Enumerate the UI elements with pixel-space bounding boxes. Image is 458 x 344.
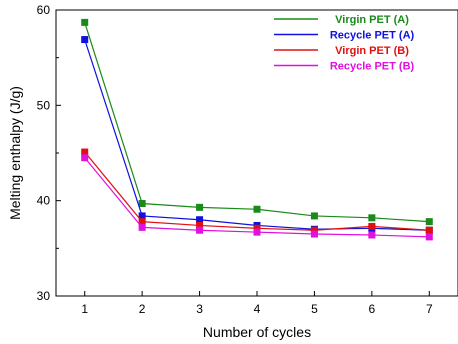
- data-point: [138, 223, 146, 231]
- legend-item: Recycle PET (B): [274, 61, 415, 73]
- data-point: [310, 230, 318, 238]
- x-tick-label: 3: [196, 302, 203, 316]
- data-point: [310, 226, 318, 234]
- y-tick-label: 30: [37, 289, 51, 303]
- data-point: [368, 222, 376, 230]
- x-axis-label: Number of cycles: [203, 324, 311, 340]
- data-point: [368, 214, 376, 222]
- data-point: [81, 154, 89, 162]
- data-point: [425, 218, 433, 226]
- legend-label: Virgin PET (A): [335, 14, 409, 26]
- y-tick-label: 40: [37, 194, 51, 208]
- data-point: [310, 212, 318, 220]
- x-tick-label: 7: [426, 302, 433, 316]
- data-point: [253, 228, 261, 236]
- legend-label: Recycle PET (B): [330, 61, 415, 73]
- x-tick-label: 5: [311, 302, 318, 316]
- data-point: [196, 216, 204, 224]
- series-3: [81, 148, 433, 234]
- data-point: [196, 221, 204, 229]
- data-point: [253, 224, 261, 232]
- data-point: [81, 148, 89, 156]
- y-tick-label: 60: [37, 3, 51, 17]
- data-point: [138, 200, 146, 208]
- legend-label: Recycle PET (A): [330, 30, 415, 42]
- x-tick-label: 6: [369, 302, 376, 316]
- legend-item: Virgin PET (A): [274, 14, 409, 26]
- data-point: [425, 226, 433, 234]
- data-point: [81, 18, 89, 26]
- legend-item: Virgin PET (B): [274, 45, 409, 57]
- data-point: [368, 231, 376, 239]
- data-point: [196, 203, 204, 211]
- series-1: [81, 18, 433, 226]
- axis-ticks: 1 2 3 4 5 6 7 30 40 50 60: [37, 3, 433, 316]
- x-tick-label: 1: [81, 302, 88, 316]
- data-point: [138, 218, 146, 226]
- y-axis-label: Melting enthalpy (J/g): [7, 86, 23, 220]
- data-point: [425, 233, 433, 241]
- y-tick-label: 50: [37, 98, 51, 112]
- x-tick-label: 2: [139, 302, 146, 316]
- x-tick-label: 4: [254, 302, 261, 316]
- series-layer: [81, 18, 433, 241]
- data-point: [196, 226, 204, 234]
- data-point: [81, 36, 89, 44]
- data-point: [253, 205, 261, 213]
- data-point: [138, 212, 146, 220]
- legend-label: Virgin PET (B): [335, 45, 409, 57]
- legend: Virgin PET (A) Recycle PET (A) Virgin PET …: [274, 14, 415, 73]
- legend-item: Recycle PET (A): [274, 30, 415, 42]
- series-4: [81, 154, 433, 241]
